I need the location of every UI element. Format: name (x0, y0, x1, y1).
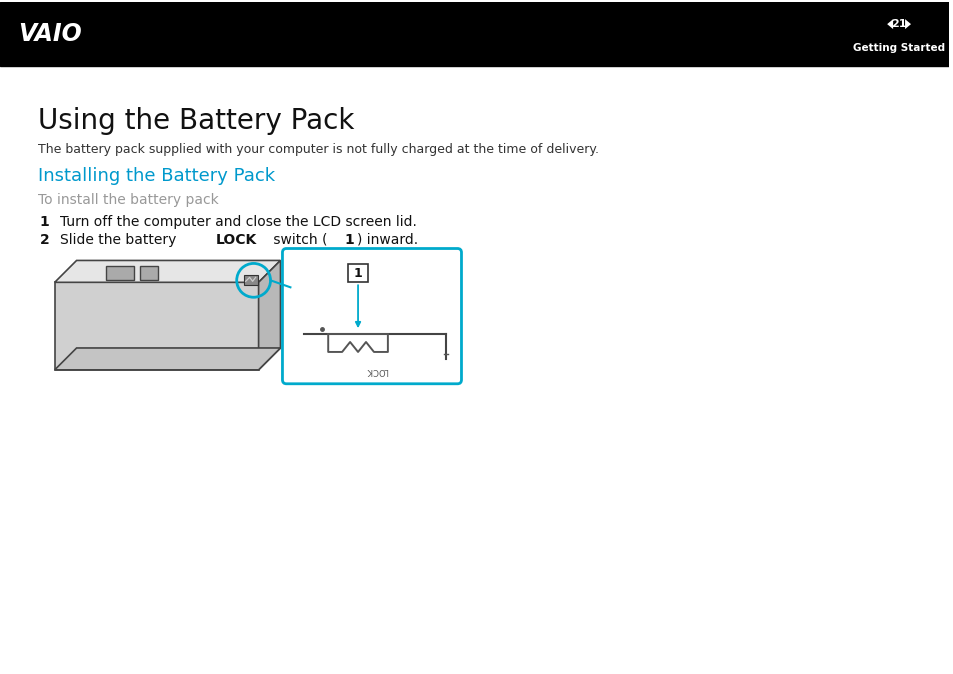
Bar (0, 2, 948, 65)
Text: Installing the Battery Pack: Installing the Battery Pack (38, 167, 274, 185)
Text: LOCK: LOCK (365, 366, 388, 375)
Text: 2: 2 (40, 233, 50, 247)
Polygon shape (107, 266, 134, 280)
Text: 1: 1 (344, 233, 354, 247)
Polygon shape (54, 260, 280, 282)
Text: 1: 1 (40, 215, 50, 228)
Text: Turn off the computer and close the LCD screen lid.: Turn off the computer and close the LCD … (60, 215, 416, 228)
FancyBboxPatch shape (282, 249, 461, 384)
Text: The battery pack supplied with your computer is not fully charged at the time of: The battery pack supplied with your comp… (38, 143, 598, 156)
Text: To install the battery pack: To install the battery pack (38, 193, 218, 207)
FancyBboxPatch shape (348, 264, 368, 282)
Polygon shape (54, 282, 258, 370)
Polygon shape (54, 348, 280, 370)
Polygon shape (243, 276, 257, 285)
Text: Slide the battery: Slide the battery (60, 233, 180, 247)
Text: 1: 1 (354, 267, 362, 280)
Text: ) inward.: ) inward. (356, 233, 417, 247)
Text: switch (: switch ( (269, 233, 327, 247)
Polygon shape (140, 266, 158, 280)
Polygon shape (904, 19, 910, 29)
Polygon shape (886, 19, 892, 29)
Text: VAIO: VAIO (18, 22, 82, 46)
Text: 21: 21 (890, 19, 906, 29)
Text: Using the Battery Pack: Using the Battery Pack (38, 107, 354, 135)
Text: Getting Started: Getting Started (852, 42, 944, 53)
Polygon shape (258, 260, 280, 370)
Text: LOCK: LOCK (215, 233, 256, 247)
